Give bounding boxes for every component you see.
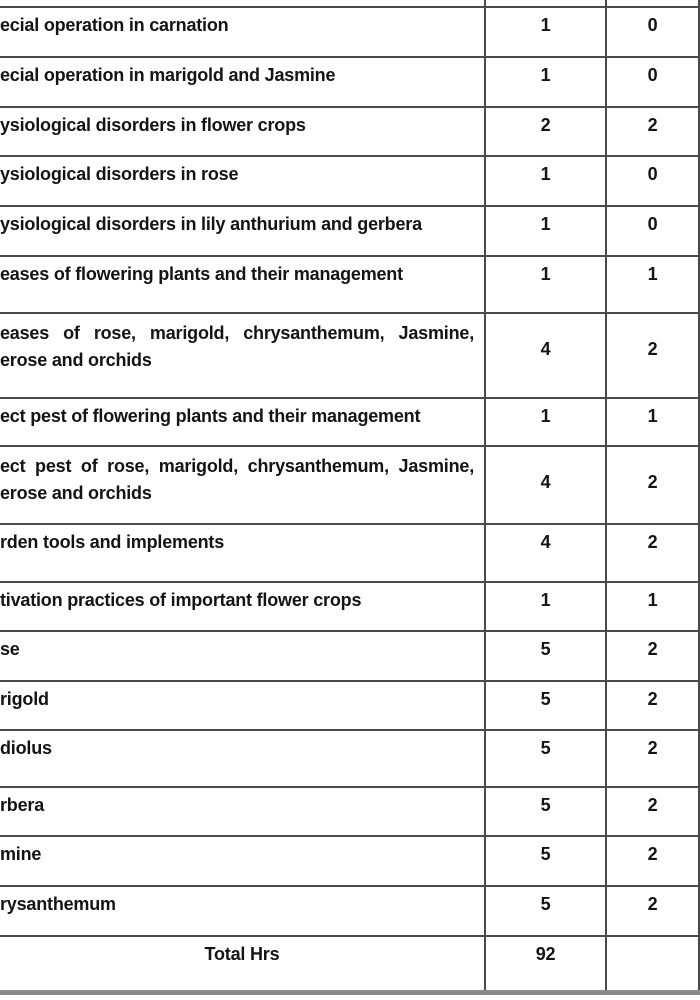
- table-row: ect pest of rose, marigold, chrysanthemu…: [0, 447, 700, 525]
- practical-cell: 0: [607, 8, 700, 56]
- topic-cell: ecial operation in marigold and Jasmine: [0, 58, 486, 106]
- table-row: rbera 5 2: [0, 788, 700, 837]
- table-row: rigold 5 2: [0, 682, 700, 731]
- topic-cell: tivation practices of important flower c…: [0, 583, 486, 630]
- topic-cell: [0, 0, 486, 6]
- hours-cell: 1: [486, 207, 607, 255]
- practical-cell: 2: [607, 447, 700, 523]
- practical-cell: 1: [607, 257, 700, 312]
- page-bottom-rule: [0, 990, 700, 995]
- practical-cell: 2: [607, 682, 700, 729]
- topic-cell: ysiological disorders in flower crops: [0, 108, 486, 155]
- table-row: eases of flowering plants and their mana…: [0, 257, 700, 314]
- table-row: se 5 2: [0, 632, 700, 682]
- topic-cell: diolus: [0, 731, 486, 786]
- hours-cell: 1: [486, 8, 607, 56]
- total-practical-cell: [607, 937, 700, 990]
- table-row: ecial operation in carnation 1 0: [0, 8, 700, 58]
- hours-cell: 4: [486, 525, 607, 581]
- topic-cell: mine: [0, 837, 486, 885]
- hours-cell: 5: [486, 731, 607, 786]
- practical-cell: 2: [607, 731, 700, 786]
- topic-line-1: ect pest of rose, marigold, chrysanthemu…: [0, 456, 474, 476]
- practical-cell: 2: [607, 788, 700, 835]
- hours-cell: 5: [486, 632, 607, 680]
- hours-cell: 2: [486, 108, 607, 155]
- practical-cell: 2: [607, 525, 700, 581]
- topic-line-2: erose and orchids: [0, 350, 152, 370]
- practical-cell: 2: [607, 108, 700, 155]
- topic-cell: eases of rose, marigold, chrysanthemum, …: [0, 314, 486, 397]
- hours-cell: 5: [486, 837, 607, 885]
- topic-cell: ecial operation in carnation: [0, 8, 486, 56]
- topic-cell: se: [0, 632, 486, 680]
- table-row: rysanthemum 5 2: [0, 887, 700, 937]
- table-row: ect pest of flowering plants and their m…: [0, 399, 700, 447]
- topic-cell: eases of flowering plants and their mana…: [0, 257, 486, 312]
- table-row: ysiological disorders in lily anthurium …: [0, 207, 700, 257]
- table-row: mine 5 2: [0, 837, 700, 887]
- practical-cell: 0: [607, 157, 700, 205]
- hours-cell: 1: [486, 58, 607, 106]
- table-row: ysiological disorders in flower crops 2 …: [0, 108, 700, 157]
- topic-cell: rbera: [0, 788, 486, 835]
- hours-cell: 5: [486, 887, 607, 935]
- topic-cell: ect pest of flowering plants and their m…: [0, 399, 486, 445]
- practical-cell: 2: [607, 837, 700, 885]
- table-row: ecial operation in marigold and Jasmine …: [0, 58, 700, 108]
- practical-cell: [607, 0, 700, 6]
- topic-cell: ysiological disorders in lily anthurium …: [0, 207, 486, 255]
- hours-cell: [486, 0, 607, 6]
- table-row: diolus 5 2: [0, 731, 700, 788]
- hours-cell: 4: [486, 447, 607, 523]
- table-row: rden tools and implements 4 2: [0, 525, 700, 583]
- practical-cell: 0: [607, 207, 700, 255]
- topic-cell: ysiological disorders in rose: [0, 157, 486, 205]
- hours-cell: 1: [486, 583, 607, 630]
- table-row: eases of rose, marigold, chrysanthemum, …: [0, 314, 700, 399]
- total-hours-cell: 92: [486, 937, 607, 990]
- topic-line-2: erose and orchids: [0, 483, 152, 503]
- practical-cell: 0: [607, 58, 700, 106]
- hours-cell: 5: [486, 788, 607, 835]
- table-row: tivation practices of important flower c…: [0, 583, 700, 632]
- topic-cell: ect pest of rose, marigold, chrysanthemu…: [0, 447, 486, 523]
- topic-cell: rigold: [0, 682, 486, 729]
- hours-cell: 5: [486, 682, 607, 729]
- hours-cell: 4: [486, 314, 607, 397]
- hours-cell: 1: [486, 157, 607, 205]
- table-row-partial: [0, 0, 700, 8]
- practical-cell: 2: [607, 887, 700, 935]
- topic-cell: rden tools and implements: [0, 525, 486, 581]
- practical-cell: 2: [607, 632, 700, 680]
- table-row-total: Total Hrs 92: [0, 937, 700, 990]
- total-label-cell: Total Hrs: [0, 937, 486, 990]
- practical-cell: 2: [607, 314, 700, 397]
- table-row: ysiological disorders in rose 1 0: [0, 157, 700, 207]
- topic-cell: rysanthemum: [0, 887, 486, 935]
- practical-cell: 1: [607, 399, 700, 445]
- hours-cell: 1: [486, 399, 607, 445]
- topic-line-1: eases of rose, marigold, chrysanthemum, …: [0, 323, 474, 343]
- hours-cell: 1: [486, 257, 607, 312]
- practical-cell: 1: [607, 583, 700, 630]
